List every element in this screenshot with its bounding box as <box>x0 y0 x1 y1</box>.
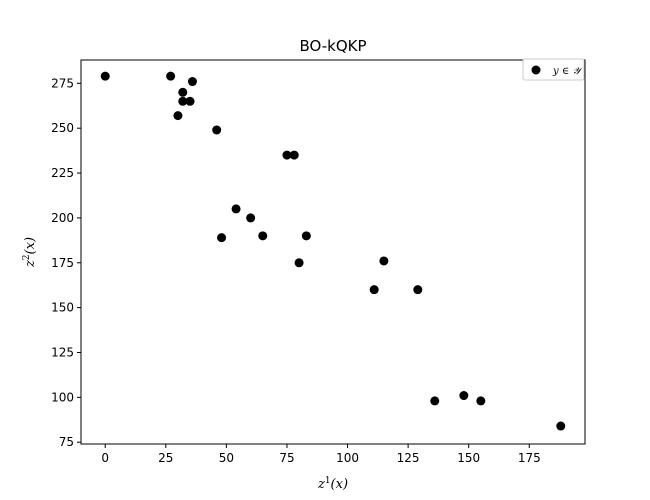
y-tick-label: 250 <box>51 121 74 135</box>
x-tick-label: 100 <box>336 451 359 465</box>
data-point <box>100 71 110 81</box>
data-point <box>556 421 566 431</box>
data-point <box>301 231 311 241</box>
x-tick-label: 150 <box>457 451 480 465</box>
legend-marker <box>531 65 541 75</box>
data-point <box>294 258 304 268</box>
data-point <box>246 213 256 223</box>
data-point <box>369 285 379 295</box>
y-tick-label: 75 <box>59 435 74 449</box>
plot-area <box>80 59 586 445</box>
data-point <box>258 231 268 241</box>
data-point <box>459 391 469 401</box>
x-tick-label: 25 <box>158 451 173 465</box>
data-point <box>178 96 188 106</box>
data-point <box>379 256 389 266</box>
legend: y ∈ 𝒴 <box>522 58 585 81</box>
data-point <box>185 96 195 106</box>
data-point <box>217 233 227 243</box>
data-point <box>430 396 440 406</box>
data-point <box>173 111 183 121</box>
chart-title: BO-kQKP <box>299 37 366 55</box>
data-point <box>282 150 292 160</box>
y-tick-label: 225 <box>51 166 74 180</box>
y-axis-label: z2(x) <box>22 237 38 268</box>
x-tick-label: 50 <box>219 451 234 465</box>
data-point <box>289 150 299 160</box>
y-tick-label: 150 <box>51 301 74 315</box>
data-point <box>476 396 486 406</box>
x-tick-label: 0 <box>101 451 109 465</box>
x-tick-label: 125 <box>397 451 420 465</box>
x-axis-label: z1(x) <box>317 476 348 492</box>
y-tick-label: 200 <box>51 211 74 225</box>
data-point <box>212 125 222 135</box>
data-point <box>231 204 241 214</box>
data-point <box>178 87 188 97</box>
data-point <box>413 285 423 295</box>
y-axis: 75 100 125 150 175 200 225 250 275 <box>51 76 81 449</box>
y-tick-label: 125 <box>51 345 74 359</box>
y-tick-label: 275 <box>51 76 74 90</box>
legend-label: y ∈ 𝒴 <box>552 66 583 77</box>
x-tick-label: 75 <box>279 451 294 465</box>
data-point <box>166 71 176 81</box>
x-tick-label: 175 <box>518 451 541 465</box>
x-axis: 0 25 50 75 100 125 150 175 <box>101 444 541 465</box>
data-point <box>187 77 197 87</box>
y-tick-label: 100 <box>51 390 74 404</box>
y-tick-label: 175 <box>51 256 74 270</box>
legend-box <box>522 58 585 81</box>
data-points <box>100 71 566 431</box>
